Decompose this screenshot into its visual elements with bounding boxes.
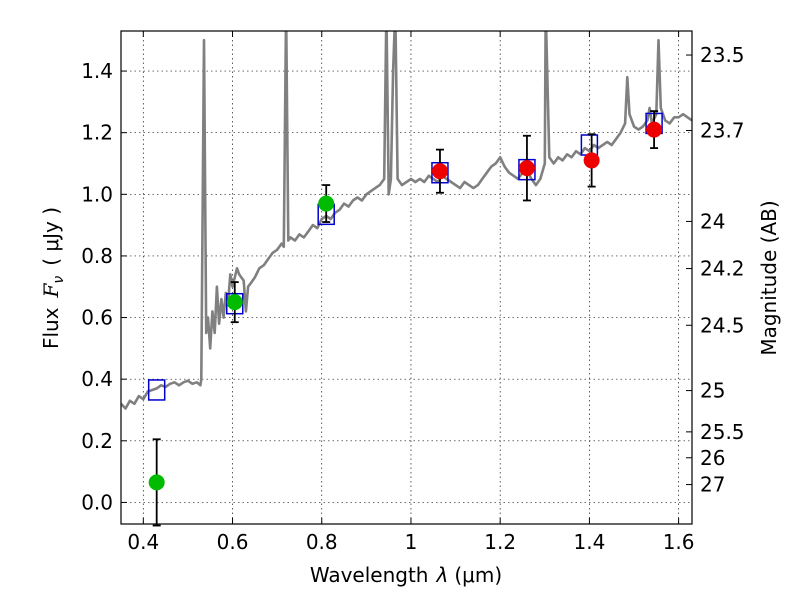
model-box <box>147 379 166 401</box>
x-tick-label: 1.6 <box>663 530 695 554</box>
plot-frame <box>120 30 693 525</box>
model-spectrum-line <box>121 31 692 410</box>
x-tick-label: 0.6 <box>217 530 249 554</box>
y2-tick-label: 23.7 <box>700 119 745 143</box>
x-axis-ticks: 0.4 0.6 0.8 1 1.2 1.4 1.6 <box>127 31 695 554</box>
observed-point-layer <box>148 110 663 527</box>
y2-tick-label: 24.2 <box>700 257 745 281</box>
nir-point <box>646 121 663 138</box>
y2-tick-label: 23.5 <box>700 43 745 67</box>
y2-tick-label: 26 <box>700 446 725 470</box>
y2-tick-label: 24.5 <box>700 313 745 337</box>
y2-tick-label: 25 <box>700 379 725 403</box>
y2-tick-label: 25.5 <box>700 420 745 444</box>
x-tick-label: 1.2 <box>484 530 516 554</box>
y-tick-label: 1.4 <box>81 59 113 83</box>
optical-point <box>226 294 243 311</box>
x-axis-label: Wavelength λ (μm) <box>310 563 502 587</box>
y-tick-label: 0.8 <box>81 244 113 268</box>
y-tick-label: 1.2 <box>81 121 113 145</box>
x-tick-label: 1.4 <box>573 530 605 554</box>
y-tick-label: 1.0 <box>81 182 113 206</box>
model-spectrum-layer <box>121 31 692 410</box>
nir-point <box>583 152 600 169</box>
y-tick-label: 0.2 <box>81 429 113 453</box>
y-tick-label: 0.0 <box>81 490 113 514</box>
y-axis-ticks: 0.0 0.2 0.4 0.6 0.8 1.0 1.2 1.4 <box>81 59 127 514</box>
y2-axis-label: Magnitude (AB) <box>757 200 781 355</box>
y2-tick-label: 27 <box>700 473 725 497</box>
y2-tick-label: 24 <box>700 209 725 233</box>
x-tick-label: 0.4 <box>127 530 159 554</box>
y-axis-label: FluxFν( μJy ) <box>39 207 67 349</box>
y2-axis-ticks: 23.5 23.7 24 24.2 24.5 25 25.526 27 <box>686 43 745 497</box>
optical-point <box>318 195 335 212</box>
y-tick-label: 0.6 <box>81 306 113 330</box>
optical-point <box>148 474 165 491</box>
y-tick-label: 0.4 <box>81 367 113 391</box>
nir-point <box>431 163 448 180</box>
x-tick-label: 1 <box>405 530 418 554</box>
nir-point <box>518 160 535 177</box>
x-tick-label: 0.8 <box>306 530 338 554</box>
